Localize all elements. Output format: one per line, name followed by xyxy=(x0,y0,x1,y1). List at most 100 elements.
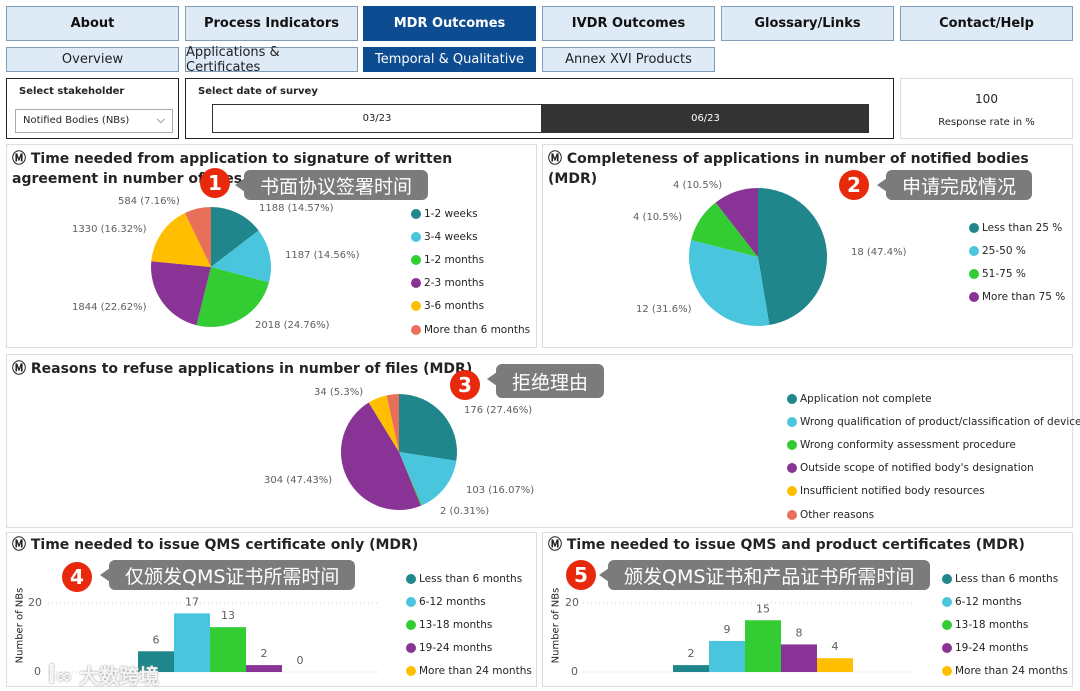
date-label: Select date of survey xyxy=(198,86,318,97)
legend-item[interactable]: 13-18 months xyxy=(406,613,532,636)
pie-slice[interactable] xyxy=(151,212,211,267)
legend-item[interactable]: Outside scope of notified body's designa… xyxy=(787,457,1080,480)
nav-process-indicators[interactable]: Process Indicators xyxy=(185,6,358,41)
date-option-0623[interactable]: 06/23 xyxy=(542,104,869,133)
chart-title: Ⓜ Reasons to refuse applications in numb… xyxy=(12,361,473,377)
legend-label: Application not complete xyxy=(800,392,932,405)
pie-slice[interactable] xyxy=(211,230,271,283)
bar[interactable] xyxy=(817,658,853,672)
legend-item[interactable]: 1-2 months xyxy=(411,248,530,271)
legend-label: 2-3 months xyxy=(424,277,485,290)
date-option-0323[interactable]: 03/23 xyxy=(212,104,542,133)
data-label: 2 (0.31%) xyxy=(440,506,490,517)
legend-marker-icon xyxy=(406,643,416,654)
legend-item[interactable]: More than 6 months xyxy=(411,318,530,341)
legend-label: 13-18 months xyxy=(955,618,1029,631)
legend-item[interactable]: Wrong conformity assessment procedure xyxy=(787,433,1080,456)
legend-label: 3-4 weeks xyxy=(424,230,478,243)
tab-annex-xvi[interactable]: Annex XVI Products xyxy=(542,47,715,72)
legend-item[interactable]: Less than 25 % xyxy=(969,216,1065,239)
legend-item[interactable]: Wrong qualification of product/classific… xyxy=(787,410,1080,433)
pie-slice[interactable] xyxy=(341,402,421,510)
legend-item[interactable]: Less than 6 months xyxy=(406,567,532,590)
legend-marker-icon xyxy=(942,596,952,607)
legend-item[interactable]: 1-2 weeks xyxy=(411,202,530,225)
bar-value-label: 2 xyxy=(688,647,695,660)
tab-temporal-qualitative[interactable]: Temporal & Qualitative xyxy=(363,47,536,72)
legend-item[interactable]: 25-50 % xyxy=(969,239,1065,262)
bar[interactable] xyxy=(246,665,282,672)
y-tick: 0 xyxy=(571,665,578,678)
pie-slice[interactable] xyxy=(689,240,770,326)
pie-slice[interactable] xyxy=(386,394,399,452)
legend-item[interactable]: More than 24 months xyxy=(406,660,532,683)
legend-item[interactable]: 19-24 months xyxy=(406,637,532,660)
legend-item[interactable]: 3-4 weeks xyxy=(411,225,530,248)
legend-marker-icon xyxy=(411,301,421,312)
data-label: 304 (47.43%) xyxy=(264,475,333,486)
legend-label: Less than 6 months xyxy=(419,572,523,585)
legend-label: Insufficient notified body resources xyxy=(800,485,985,498)
y-tick: 20 xyxy=(28,596,42,609)
bar[interactable] xyxy=(210,627,246,672)
panel-qms-only: Ⓜ Time needed to issue QMS certificate o… xyxy=(6,532,537,687)
legend-marker-icon xyxy=(787,393,797,404)
legend-item[interactable]: Other reasons xyxy=(787,503,1080,526)
chevron-down-icon: ⌵ xyxy=(156,113,165,126)
stakeholder-dropdown[interactable]: Notified Bodies (NBs) ⌵ xyxy=(15,109,173,133)
pie-slice[interactable] xyxy=(399,393,457,461)
legend-item[interactable]: Application not complete xyxy=(787,387,1080,410)
nav-contact-help[interactable]: Contact/Help xyxy=(900,6,1073,41)
response-rate-value: 100 xyxy=(975,92,998,106)
nav-about[interactable]: About xyxy=(6,6,179,41)
nav-mdr-outcomes[interactable]: MDR Outcomes xyxy=(363,6,536,41)
pie-slice[interactable] xyxy=(715,188,758,257)
legend-label: 1-2 months xyxy=(424,253,485,266)
mdr-icon: Ⓜ xyxy=(548,537,562,553)
bar[interactable] xyxy=(673,665,709,672)
nav-ivdr-outcomes[interactable]: IVDR Outcomes xyxy=(542,6,715,41)
legend-label: More than 6 months xyxy=(424,323,531,336)
legend-item[interactable]: 3-6 months xyxy=(411,295,530,318)
legend-item[interactable]: 6-12 months xyxy=(942,590,1068,613)
data-label: 18 (47.4%) xyxy=(851,247,907,258)
pie-slice[interactable] xyxy=(399,452,422,506)
bar[interactable] xyxy=(174,613,210,672)
legend-item[interactable]: More than 24 months xyxy=(942,660,1068,683)
data-label: 103 (16.07%) xyxy=(466,485,535,496)
legend-item[interactable]: 19-24 months xyxy=(942,637,1068,660)
nav-glossary-links[interactable]: Glossary/Links xyxy=(721,6,894,41)
legend-item[interactable]: Less than 6 months xyxy=(942,567,1068,590)
pie-slice[interactable] xyxy=(691,202,758,257)
tab-applications-certificates[interactable]: Applications & Certificates xyxy=(185,45,358,75)
bar-value-label: 6 xyxy=(153,633,160,646)
legend-label: 19-24 months xyxy=(955,642,1029,655)
pie-slice[interactable] xyxy=(184,207,211,267)
legend-item[interactable]: More than 75 % xyxy=(969,286,1065,309)
bar[interactable] xyxy=(709,640,745,672)
bar-value-label: 9 xyxy=(724,623,731,636)
annotation-callout: 颁发QMS证书和产品证书所需时间 xyxy=(598,560,931,590)
bar[interactable] xyxy=(138,651,174,672)
pie-slice[interactable] xyxy=(196,267,269,327)
pie-slice[interactable] xyxy=(151,261,211,326)
legend-item[interactable]: 51-75 % xyxy=(969,262,1065,285)
pie-slice[interactable] xyxy=(368,395,399,452)
response-rate-label: Response rate in % xyxy=(938,117,1035,128)
bar[interactable] xyxy=(745,620,781,672)
data-label: 34 (5.3%) xyxy=(314,387,364,398)
legend-refusal-reasons: Application not complete Wrong qualificat… xyxy=(787,387,1080,526)
legend-item[interactable]: Insufficient notified body resources xyxy=(787,480,1080,503)
bar-value-label: 0 xyxy=(297,654,304,667)
legend-label: Other reasons xyxy=(800,508,875,521)
legend-item[interactable]: 13-18 months xyxy=(942,613,1068,636)
legend-item[interactable]: 6-12 months xyxy=(406,590,532,613)
tab-overview[interactable]: Overview xyxy=(6,47,179,72)
data-label: 1187 (14.56%) xyxy=(285,250,360,261)
pie-slice[interactable] xyxy=(399,452,457,506)
pie-slice[interactable] xyxy=(758,188,828,326)
legend-item[interactable]: 2-3 months xyxy=(411,272,530,295)
bar-value-label: 2 xyxy=(261,647,268,660)
bar[interactable] xyxy=(781,644,817,672)
pie-slice[interactable] xyxy=(211,207,259,267)
